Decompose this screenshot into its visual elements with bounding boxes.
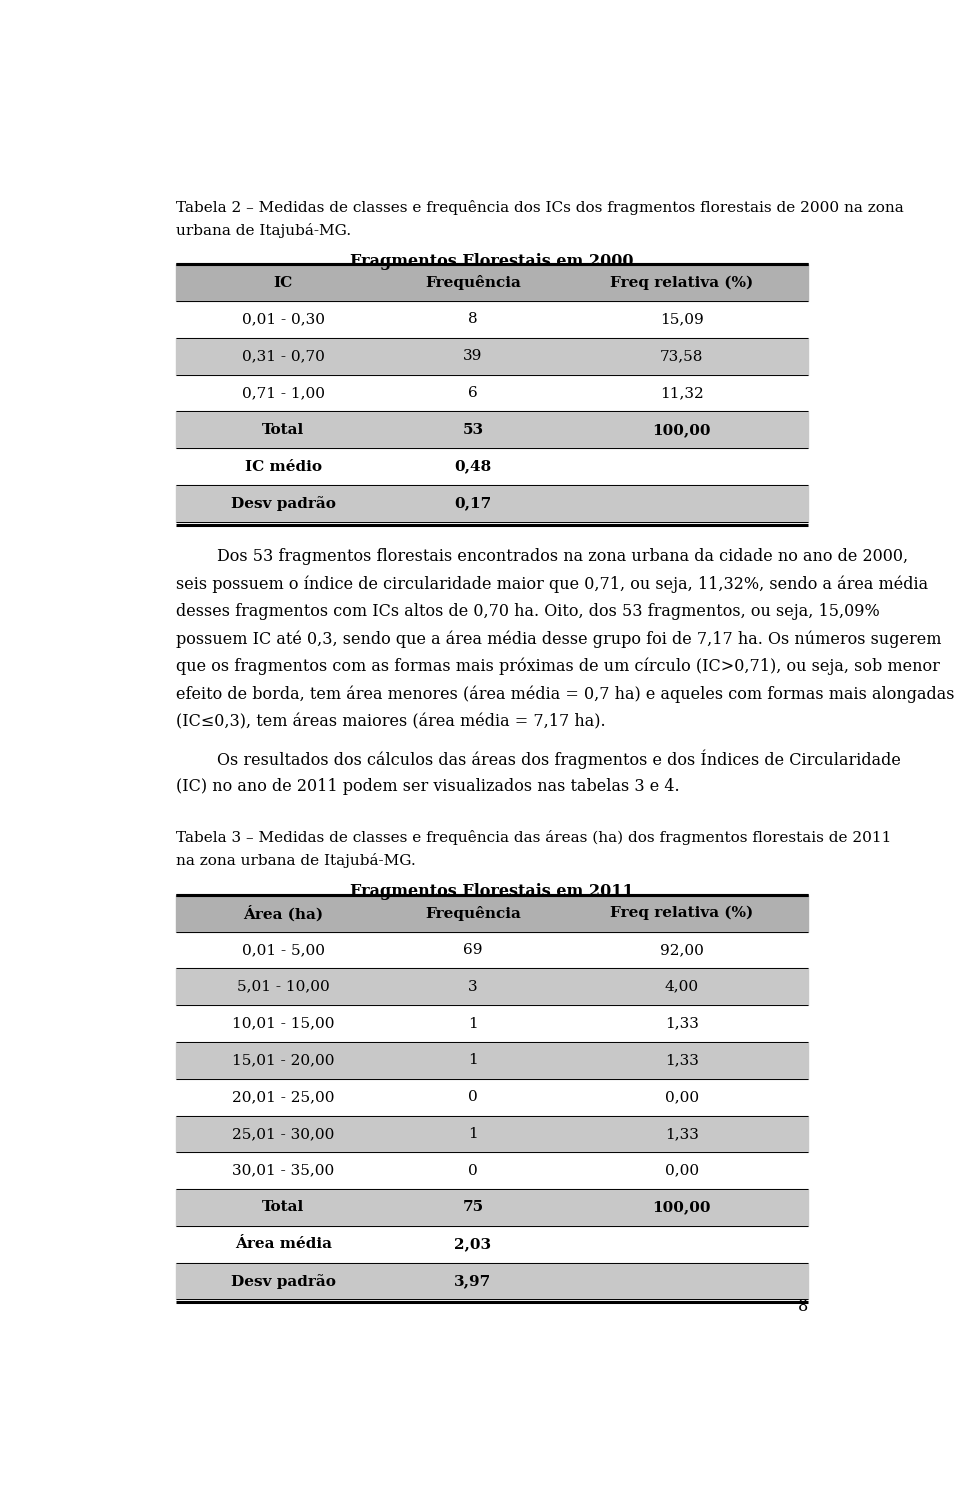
Text: 1: 1 xyxy=(468,1054,478,1067)
Text: Fragmentos Florestais em 2000: Fragmentos Florestais em 2000 xyxy=(350,252,634,270)
Text: 1: 1 xyxy=(468,1017,478,1030)
Text: 75: 75 xyxy=(463,1200,484,1214)
Text: Tabela 2 – Medidas de classes e frequência dos ICs dos fragmentos florestais de : Tabela 2 – Medidas de classes e frequênc… xyxy=(176,200,903,215)
Text: 1,33: 1,33 xyxy=(664,1054,699,1067)
Text: 2,03: 2,03 xyxy=(454,1238,492,1251)
Text: Freq relativa (%): Freq relativa (%) xyxy=(611,275,754,290)
Text: desses fragmentos com ICs altos de 0,70 ha. Oito, dos 53 fragmentos, ou seja, 15: desses fragmentos com ICs altos de 0,70 … xyxy=(176,603,879,620)
Text: (IC) no ano de 2011 podem ser visualizados nas tabelas 3 e 4.: (IC) no ano de 2011 podem ser visualizad… xyxy=(176,778,680,794)
Text: 8: 8 xyxy=(468,312,478,327)
Bar xyxy=(176,485,808,521)
Text: 15,09: 15,09 xyxy=(660,312,704,327)
Text: 0: 0 xyxy=(468,1090,478,1105)
Text: Desv padrão: Desv padrão xyxy=(230,1274,336,1288)
Text: Frequência: Frequência xyxy=(425,275,521,290)
Text: Freq relativa (%): Freq relativa (%) xyxy=(611,906,754,920)
Text: (IC≤0,3), tem áreas maiores (área média = 7,17 ha).: (IC≤0,3), tem áreas maiores (área média … xyxy=(176,714,606,730)
Text: efeito de borda, tem área menores (área média = 0,7 ha) e aqueles com formas mai: efeito de borda, tem área menores (área … xyxy=(176,685,954,703)
Text: Fragmentos Florestais em 2011: Fragmentos Florestais em 2011 xyxy=(350,884,634,900)
Text: 15,01 - 20,00: 15,01 - 20,00 xyxy=(232,1054,334,1067)
Text: Tabela 3 – Medidas de classes e frequência das áreas (ha) dos fragmentos florest: Tabela 3 – Medidas de classes e frequênc… xyxy=(176,830,891,845)
Text: 0,48: 0,48 xyxy=(454,460,492,473)
Text: 39: 39 xyxy=(464,349,483,363)
Text: 3: 3 xyxy=(468,979,478,994)
Bar xyxy=(176,412,808,448)
Text: 25,01 - 30,00: 25,01 - 30,00 xyxy=(232,1127,334,1141)
Text: 69: 69 xyxy=(464,944,483,957)
Text: 10,01 - 15,00: 10,01 - 15,00 xyxy=(232,1017,334,1030)
Text: seis possuem o índice de circularidade maior que 0,71, ou seja, 11,32%, sendo a : seis possuem o índice de circularidade m… xyxy=(176,575,928,593)
Text: 0: 0 xyxy=(468,1163,478,1178)
Text: Desv padrão: Desv padrão xyxy=(230,496,336,511)
Text: 53: 53 xyxy=(463,423,484,437)
Text: 0,31 - 0,70: 0,31 - 0,70 xyxy=(242,349,324,363)
Text: 1,33: 1,33 xyxy=(664,1127,699,1141)
Text: 0,01 - 5,00: 0,01 - 5,00 xyxy=(242,944,324,957)
Text: 92,00: 92,00 xyxy=(660,944,704,957)
Text: 1,33: 1,33 xyxy=(664,1017,699,1030)
Bar xyxy=(176,1042,808,1079)
Text: 0,71 - 1,00: 0,71 - 1,00 xyxy=(242,387,324,400)
Bar xyxy=(176,337,808,375)
Bar xyxy=(176,894,808,932)
Text: 0,00: 0,00 xyxy=(664,1090,699,1105)
Text: 0,17: 0,17 xyxy=(454,496,492,511)
Text: 0,01 - 0,30: 0,01 - 0,30 xyxy=(242,312,324,327)
Text: 5,01 - 10,00: 5,01 - 10,00 xyxy=(237,979,329,994)
Text: Área (ha): Área (ha) xyxy=(243,905,324,921)
Text: na zona urbana de Itajubá-MG.: na zona urbana de Itajubá-MG. xyxy=(176,854,416,869)
Text: 100,00: 100,00 xyxy=(653,423,711,437)
Text: 0,00: 0,00 xyxy=(664,1163,699,1178)
Text: Frequência: Frequência xyxy=(425,906,521,921)
Text: IC: IC xyxy=(274,276,293,290)
Text: 20,01 - 25,00: 20,01 - 25,00 xyxy=(232,1090,334,1105)
Bar xyxy=(176,1188,808,1226)
Bar xyxy=(176,264,808,302)
Text: 8: 8 xyxy=(798,1297,808,1315)
Text: que os fragmentos com as formas mais próximas de um círculo (IC>0,71), ou seja, : que os fragmentos com as formas mais pró… xyxy=(176,658,940,675)
Text: Dos 53 fragmentos florestais encontrados na zona urbana da cidade no ano de 2000: Dos 53 fragmentos florestais encontrados… xyxy=(176,548,908,564)
Text: Área média: Área média xyxy=(235,1238,332,1251)
Text: 73,58: 73,58 xyxy=(660,349,704,363)
Text: 30,01 - 35,00: 30,01 - 35,00 xyxy=(232,1163,334,1178)
Text: 3,97: 3,97 xyxy=(454,1274,492,1288)
Text: Total: Total xyxy=(262,423,304,437)
Text: 11,32: 11,32 xyxy=(660,387,704,400)
Text: IC médio: IC médio xyxy=(245,460,322,473)
Bar xyxy=(176,1263,808,1299)
Text: 6: 6 xyxy=(468,387,478,400)
Text: 1: 1 xyxy=(468,1127,478,1141)
Text: urbana de Itajubá-MG.: urbana de Itajubá-MG. xyxy=(176,222,351,237)
Bar xyxy=(176,1115,808,1153)
Text: 4,00: 4,00 xyxy=(664,979,699,994)
Text: Os resultados dos cálculos das áreas dos fragmentos e dos Índices de Circularida: Os resultados dos cálculos das áreas dos… xyxy=(176,749,900,769)
Text: 100,00: 100,00 xyxy=(653,1200,711,1214)
Text: possuem IC até 0,3, sendo que a área média desse grupo foi de 7,17 ha. Os número: possuem IC até 0,3, sendo que a área méd… xyxy=(176,630,942,648)
Bar xyxy=(176,969,808,1005)
Text: Total: Total xyxy=(262,1200,304,1214)
